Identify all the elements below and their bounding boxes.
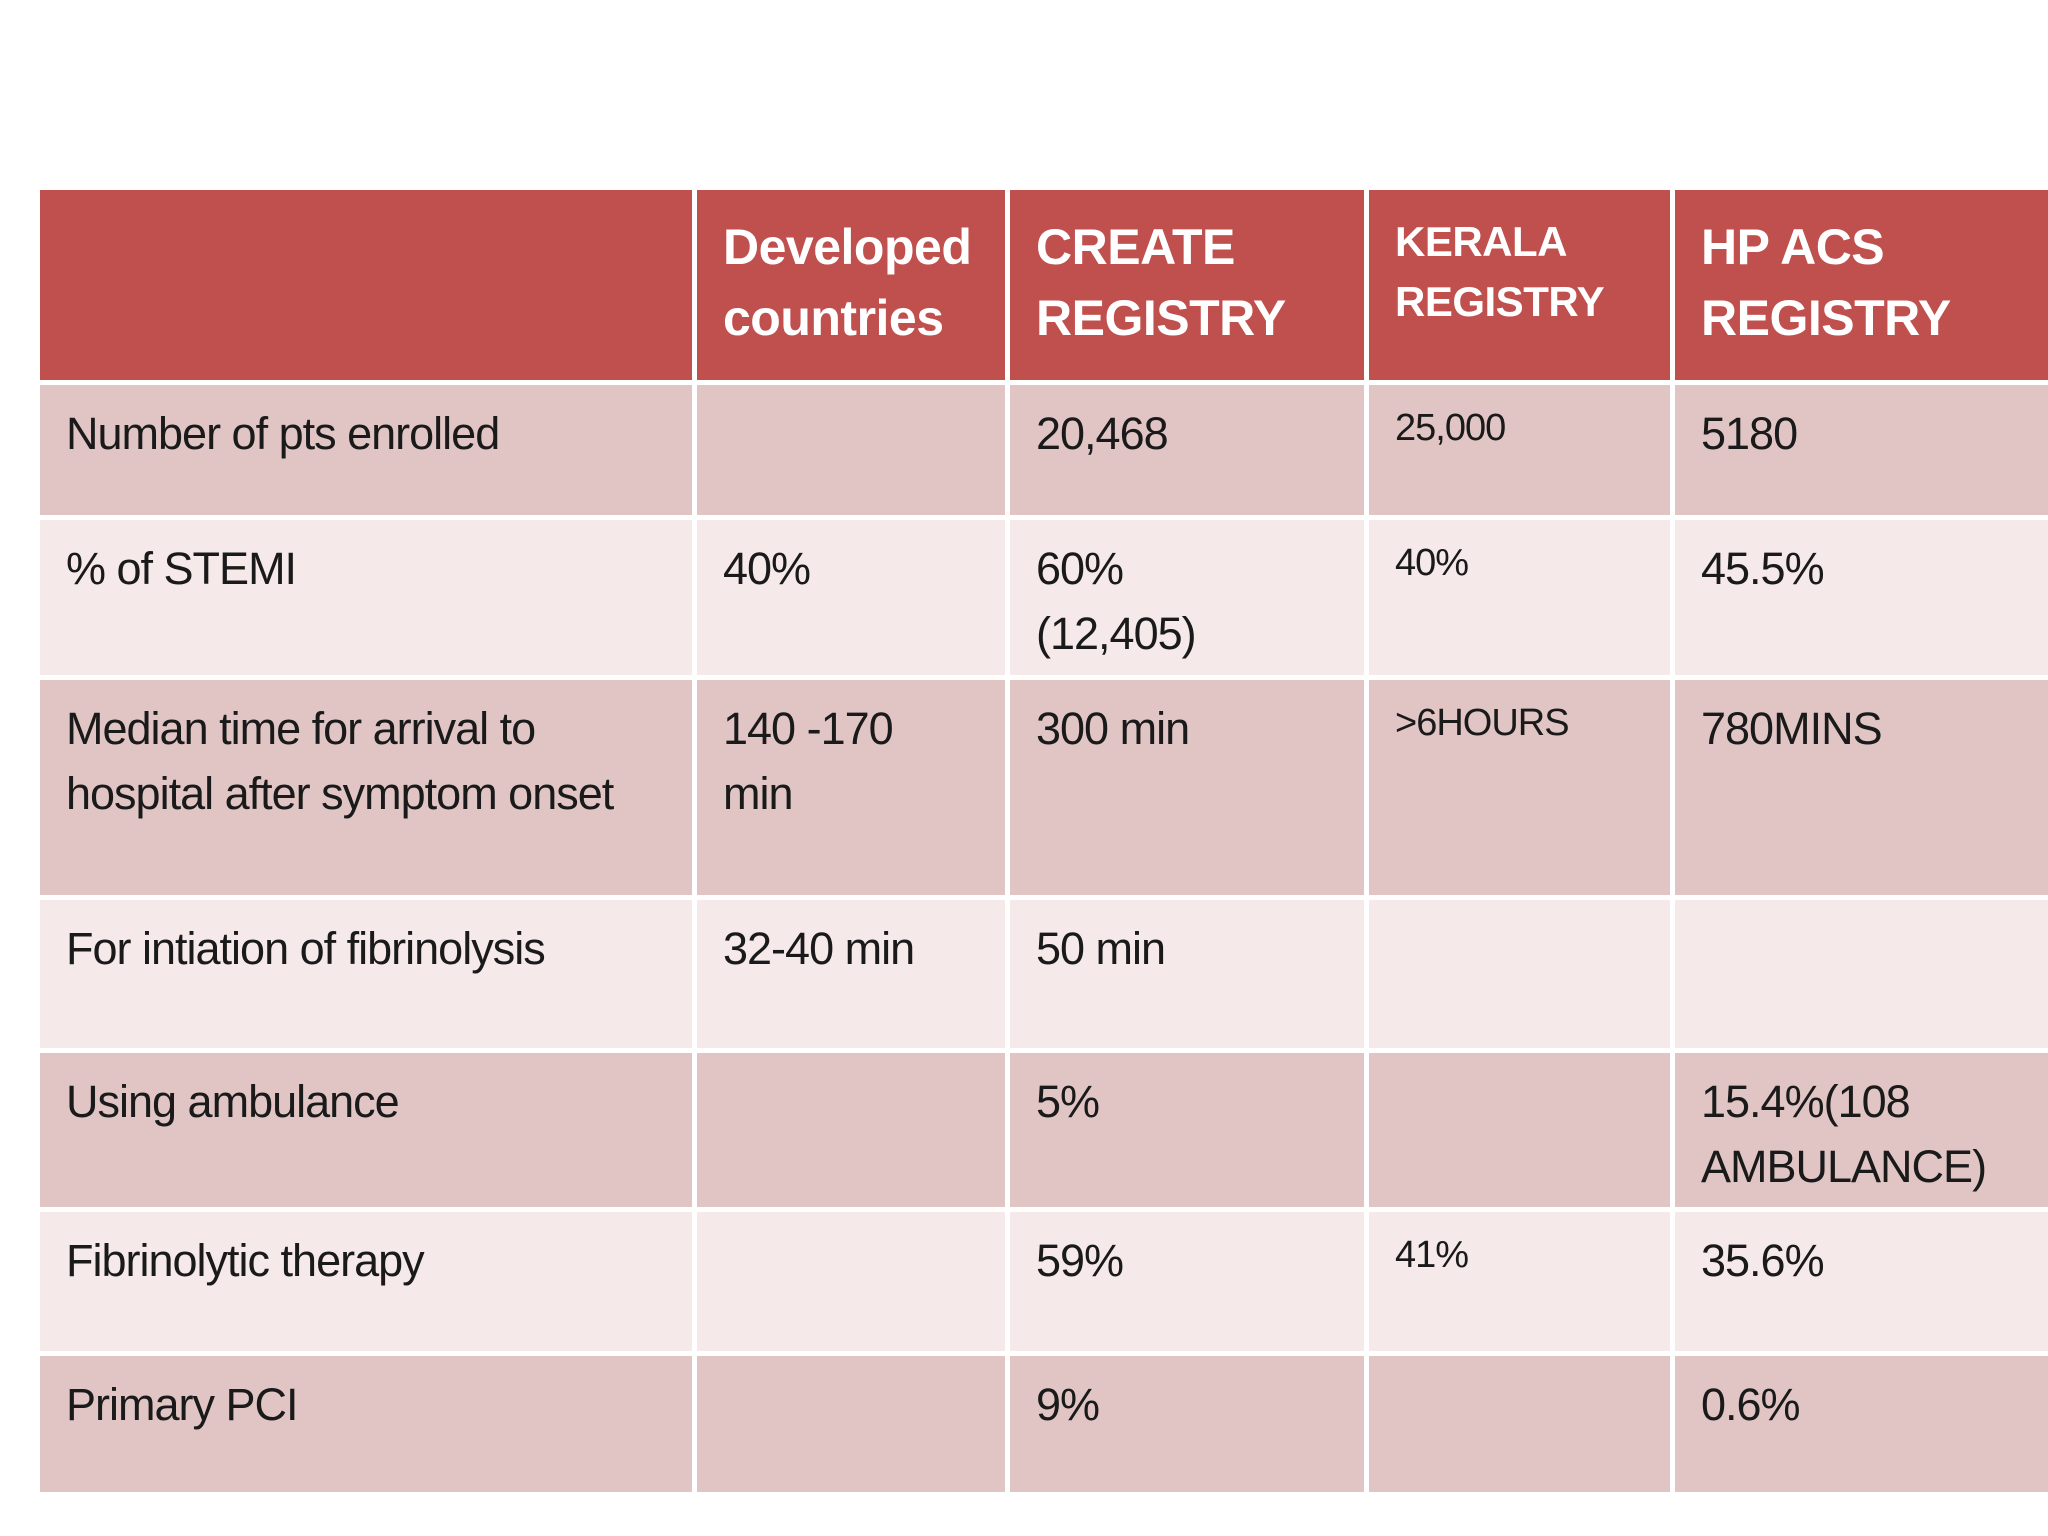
header-cell-hp-acs-registry: HP ACS REGISTRY xyxy=(1675,190,2048,380)
cell-number-of-pts-enrolled-developed-countries xyxy=(697,385,1005,515)
cell-fibrinolytic-therapy-create-registry: 59% xyxy=(1010,1212,1364,1351)
row-label-number-of-pts-enrolled: Number of pts enrolled xyxy=(40,385,692,515)
cell-initiation-of-fibrinolysis-hp-acs-registry xyxy=(1675,900,2048,1048)
header-cell-create-registry: CREATE REGISTRY xyxy=(1010,190,1364,380)
cell-using-ambulance-hp-acs-registry: 15.4%(108 AMBULANCE) xyxy=(1675,1053,2048,1207)
cell-fibrinolytic-therapy-developed-countries xyxy=(697,1212,1005,1351)
cell-median-arrival-time-developed-countries: 140 -170 min xyxy=(697,680,1005,895)
row-label-using-ambulance: Using ambulance xyxy=(40,1053,692,1207)
cell-initiation-of-fibrinolysis-kerala-registry xyxy=(1369,900,1670,1048)
cell-median-arrival-time-create-registry: 300 min xyxy=(1010,680,1364,895)
cell-median-arrival-time-hp-acs-registry: 780MINS xyxy=(1675,680,2048,895)
row-label-pct-of-stemi: % of STEMI xyxy=(40,520,692,675)
cell-initiation-of-fibrinolysis-developed-countries: 32-40 min xyxy=(697,900,1005,1048)
cell-using-ambulance-create-registry: 5% xyxy=(1010,1053,1364,1207)
header-cell-blank xyxy=(40,190,692,380)
cell-primary-pci-developed-countries xyxy=(697,1356,1005,1492)
cell-initiation-of-fibrinolysis-create-registry: 50 min xyxy=(1010,900,1364,1048)
cell-pct-of-stemi-kerala-registry: 40% xyxy=(1369,520,1670,675)
cell-fibrinolytic-therapy-hp-acs-registry: 35.6% xyxy=(1675,1212,2048,1351)
cell-median-arrival-time-kerala-registry: >6HOURS xyxy=(1369,680,1670,895)
cell-pct-of-stemi-developed-countries: 40% xyxy=(697,520,1005,675)
header-cell-developed-countries: Developed countries xyxy=(697,190,1005,380)
cell-number-of-pts-enrolled-hp-acs-registry: 5180 xyxy=(1675,385,2048,515)
registry-comparison-table: Developed countries CREATE REGISTRY KERALA… xyxy=(40,190,2048,1492)
cell-number-of-pts-enrolled-kerala-registry: 25,000 xyxy=(1369,385,1670,515)
cell-using-ambulance-developed-countries xyxy=(697,1053,1005,1207)
row-label-fibrinolytic-therapy: Fibrinolytic therapy xyxy=(40,1212,692,1351)
cell-pct-of-stemi-hp-acs-registry: 45.5% xyxy=(1675,520,2048,675)
cell-using-ambulance-kerala-registry xyxy=(1369,1053,1670,1207)
row-label-initiation-of-fibrinolysis: For intiation of fibrinolysis xyxy=(40,900,692,1048)
cell-number-of-pts-enrolled-create-registry: 20,468 xyxy=(1010,385,1364,515)
cell-primary-pci-create-registry: 9% xyxy=(1010,1356,1364,1492)
cell-pct-of-stemi-create-registry: 60% (12,405) xyxy=(1010,520,1364,675)
cell-primary-pci-kerala-registry xyxy=(1369,1356,1670,1492)
cell-primary-pci-hp-acs-registry: 0.6% xyxy=(1675,1356,2048,1492)
header-cell-kerala-registry: KERALA REGISTRY xyxy=(1369,190,1670,380)
cell-fibrinolytic-therapy-kerala-registry: 41% xyxy=(1369,1212,1670,1351)
row-label-median-arrival-time: Median time for arrival to hospital afte… xyxy=(40,680,692,895)
row-label-primary-pci: Primary PCI xyxy=(40,1356,692,1492)
